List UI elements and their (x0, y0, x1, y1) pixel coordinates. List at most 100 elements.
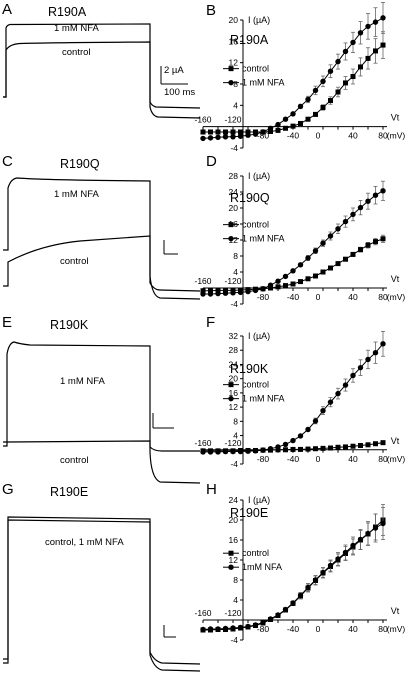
legend-label: 1 mM NFA (242, 234, 285, 244)
legend-label: 1 mM NFA (242, 78, 285, 88)
data-point-circle (207, 291, 214, 297)
y-tick-label: 24 (229, 359, 239, 369)
data-point-square (283, 283, 288, 289)
y-axis-label: I (µA) (248, 15, 270, 25)
panel-g-title: R190E (50, 485, 88, 499)
data-point-circle (342, 48, 349, 55)
x-tick-label: 0 (316, 624, 321, 634)
data-point-square (313, 446, 318, 452)
x-tick-label: -160 (194, 276, 211, 286)
data-point-square (305, 446, 311, 452)
y-tick-label: 20 (229, 203, 239, 213)
data-point-circle (222, 625, 229, 632)
data-point-circle (252, 622, 259, 628)
data-point-circle (372, 525, 379, 531)
data-point-square (215, 287, 221, 293)
x-tick-label: -120 (224, 276, 241, 286)
legend-marker-square (228, 222, 234, 228)
data-point-square (298, 120, 303, 126)
trace-g-control (3, 516, 201, 665)
y-tick-label: 20 (229, 374, 239, 384)
data-point-circle (320, 569, 326, 576)
data-point-circle (260, 129, 266, 135)
x-axis-label: Vt (391, 606, 400, 616)
y-tick-label: 12 (229, 555, 239, 565)
data-point-square (373, 239, 378, 245)
trace-g-label: control, 1 mM NFA (45, 537, 124, 548)
data-point-circle (237, 448, 244, 455)
y-tick-label: 8 (233, 575, 238, 585)
panel-letter-g: G (2, 481, 14, 498)
x-tick-label: 40 (348, 624, 358, 634)
data-point-square (373, 441, 378, 447)
chart-title: R190K (230, 362, 269, 376)
data-point-square (358, 64, 363, 70)
x-tick-label: -80 (257, 292, 270, 302)
x-axis-unit: (mV) (387, 624, 406, 634)
x-tick-label: -160 (194, 608, 211, 618)
trace-c-control (3, 235, 201, 292)
data-point-circle (290, 600, 296, 606)
data-point-square (223, 287, 228, 293)
data-point-circle (350, 211, 356, 218)
data-point-circle (327, 562, 334, 569)
data-point-circle (290, 111, 296, 117)
trace-panel-g: G R190E control, 1 mM NFA (2, 481, 201, 672)
data-point-circle (215, 290, 221, 297)
data-point-circle (237, 289, 244, 296)
iv-plot-f: F R190K -4 4 8 12 16 20 24 28 32 I (µA) -160 -120 -80 -… (194, 314, 405, 469)
data-point-circle (350, 542, 356, 549)
data-point-circle (222, 134, 229, 140)
data-point-circle (365, 356, 371, 363)
data-point-square (365, 242, 371, 248)
data-point-circle (290, 437, 296, 444)
data-point-square (328, 265, 333, 271)
data-point-circle (357, 364, 364, 371)
x-tick-label: -80 (257, 624, 270, 634)
y-tick-label: 12 (229, 235, 239, 245)
data-point-circle (297, 262, 304, 268)
data-point-circle (230, 625, 236, 631)
data-point-circle (267, 282, 274, 288)
y-tick-label: 28 (229, 345, 239, 355)
data-point-circle (305, 255, 311, 261)
data-point-square (320, 269, 326, 275)
data-point-circle (320, 407, 326, 414)
panel-c-title: R190Q (60, 157, 100, 171)
data-point-square (343, 444, 348, 450)
chart-title: R190E (230, 506, 268, 520)
data-point-circle (222, 290, 229, 296)
data-point-circle (237, 133, 244, 139)
trace-panel-e: E R190K 1 mM NFA control (2, 314, 201, 484)
data-point-circle (357, 536, 364, 543)
data-point-square (290, 446, 296, 452)
data-point-square (335, 444, 341, 450)
data-point-circle (342, 218, 349, 225)
data-point-circle (200, 449, 206, 455)
legend-marker-circle (228, 564, 234, 570)
data-point-square (305, 116, 311, 122)
trace-a-nfa (3, 23, 201, 109)
data-point-square (358, 443, 363, 449)
x-tick-label: -40 (287, 624, 300, 634)
data-point-square (245, 129, 251, 135)
data-point-square (350, 251, 356, 257)
x-tick-label: -160 (194, 438, 211, 448)
data-point-square (365, 55, 371, 61)
legend-marker-square (228, 66, 234, 72)
panel-letter: F (206, 314, 215, 331)
data-point-circle (342, 549, 349, 556)
legend-label: control (242, 220, 269, 230)
data-point-circle (327, 68, 334, 74)
data-point-circle (207, 449, 214, 455)
data-point-circle (282, 116, 289, 122)
data-point-square (335, 261, 341, 267)
data-point-square (223, 129, 228, 135)
scale-time-label: 100 ms (164, 87, 195, 98)
data-point-circle (350, 372, 356, 379)
data-point-square (215, 129, 221, 135)
x-tick-label: -120 (224, 115, 241, 125)
data-point-circle (282, 441, 289, 448)
y-tick-label: 4 (233, 100, 238, 110)
trace-e-control (3, 440, 200, 452)
